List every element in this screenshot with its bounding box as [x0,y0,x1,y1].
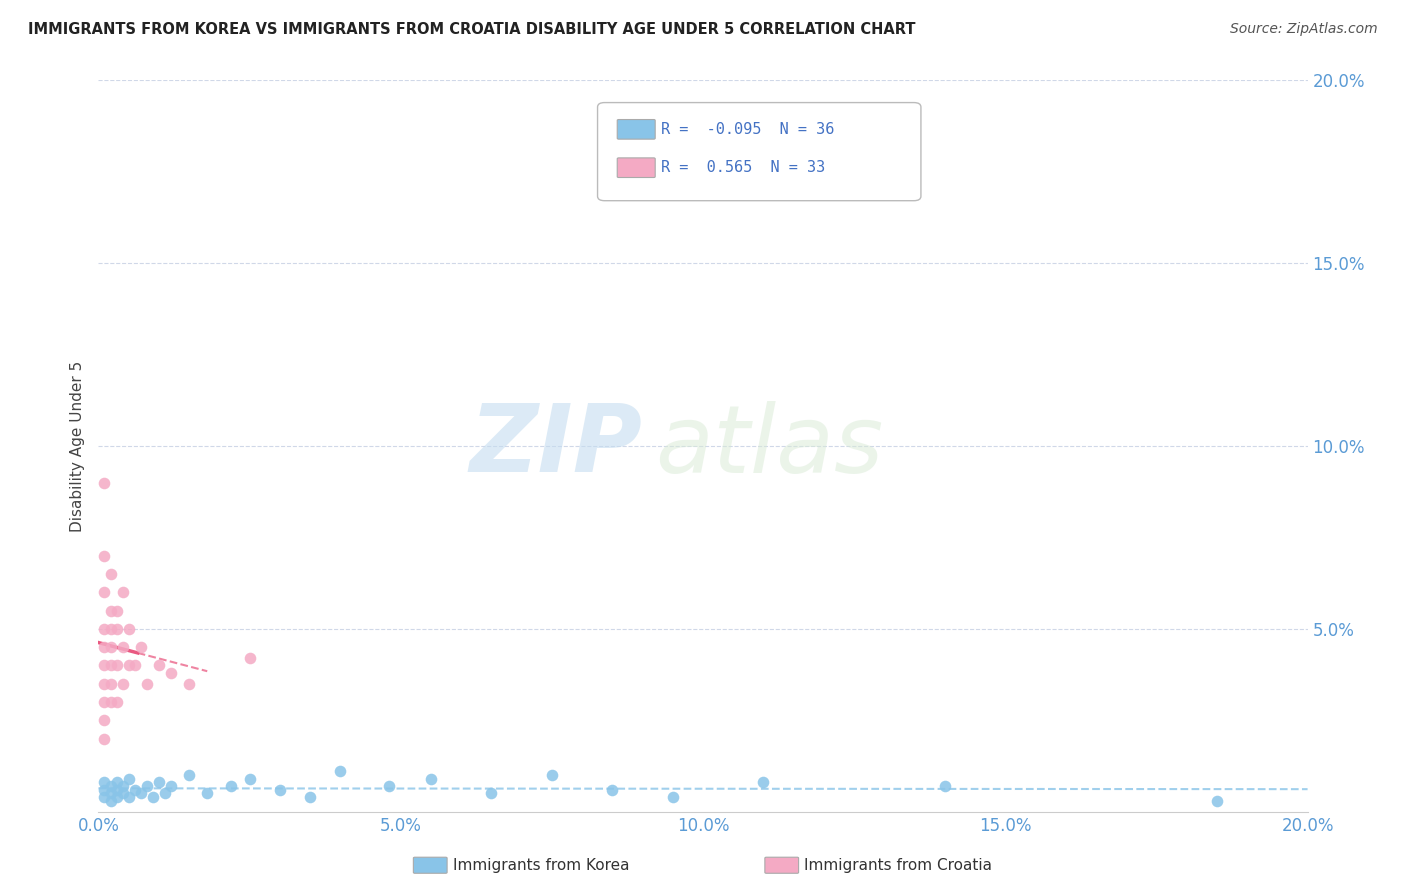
Point [100,603,122,617]
Point [105,658,128,673]
Point [105,622,128,636]
Point [93,695,115,709]
Point [148,658,170,673]
Point [239,651,262,665]
Point [93,475,115,490]
Point [153,787,176,801]
Point [111,585,134,599]
Point [179,768,201,782]
Point [118,790,141,805]
Point [142,790,165,805]
Point [602,782,624,797]
Point [100,695,122,709]
Point [934,779,956,793]
Point [329,764,352,779]
Point [129,787,152,801]
Point [195,787,218,801]
Point [160,665,183,680]
Point [105,790,128,805]
Point [100,794,122,808]
Point [148,775,170,789]
Point [269,782,291,797]
Point [93,640,115,655]
Text: R =  0.565  N = 33: R = 0.565 N = 33 [661,161,825,175]
Point [100,567,122,582]
Point [93,658,115,673]
Point [540,768,562,782]
Point [481,787,503,801]
Point [100,676,122,690]
Point [124,658,146,673]
Point [111,779,134,793]
Point [118,622,141,636]
Point [111,787,134,801]
Point [93,622,115,636]
Point [111,676,134,690]
Point [93,585,115,599]
Point [93,714,115,728]
Point [135,779,157,793]
Point [105,695,128,709]
Point [118,772,141,786]
Point [93,676,115,690]
Point [105,775,128,789]
Point [100,658,122,673]
Point [93,790,115,805]
Point [100,640,122,655]
Text: atlas: atlas [655,401,883,491]
Point [100,779,122,793]
Point [179,676,201,690]
Point [111,640,134,655]
Text: IMMIGRANTS FROM KOREA VS IMMIGRANTS FROM CROATIA DISABILITY AGE UNDER 5 CORRELAT: IMMIGRANTS FROM KOREA VS IMMIGRANTS FROM… [28,22,915,37]
Point [239,772,262,786]
Point [129,640,152,655]
Text: ZIP: ZIP [470,400,643,492]
Text: R =  -0.095  N = 36: R = -0.095 N = 36 [661,122,834,136]
Point [299,790,322,805]
Point [135,676,157,690]
Text: Immigrants from Korea: Immigrants from Korea [453,858,630,872]
Text: Source: ZipAtlas.com: Source: ZipAtlas.com [1230,22,1378,37]
Point [100,787,122,801]
Point [1206,794,1229,808]
Point [118,658,141,673]
Point [377,779,399,793]
Point [661,790,683,805]
Point [420,772,443,786]
Point [93,775,115,789]
Text: Immigrants from Croatia: Immigrants from Croatia [804,858,993,872]
Point [105,603,128,617]
Point [124,782,146,797]
Point [160,779,183,793]
Point [752,775,775,789]
Point [100,622,122,636]
Point [93,782,115,797]
Point [93,731,115,746]
Point [93,549,115,563]
Y-axis label: Disability Age Under 5: Disability Age Under 5 [69,360,84,532]
Point [221,779,243,793]
Point [105,782,128,797]
